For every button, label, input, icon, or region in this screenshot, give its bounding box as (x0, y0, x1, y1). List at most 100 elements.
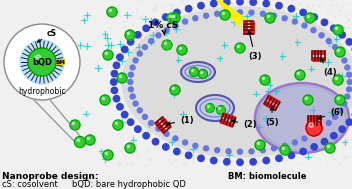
Circle shape (103, 150, 113, 160)
Circle shape (260, 75, 270, 85)
Circle shape (276, 155, 282, 162)
Circle shape (306, 120, 322, 136)
Circle shape (128, 72, 133, 77)
Circle shape (127, 145, 130, 147)
Circle shape (199, 70, 207, 78)
Circle shape (300, 148, 306, 155)
Circle shape (338, 51, 343, 56)
Circle shape (135, 32, 141, 38)
Circle shape (172, 87, 175, 90)
Circle shape (311, 144, 318, 150)
Text: bQD: bQD (32, 57, 52, 67)
Circle shape (305, 13, 315, 23)
Circle shape (28, 48, 56, 76)
Circle shape (347, 87, 352, 92)
Circle shape (164, 42, 166, 44)
Ellipse shape (196, 95, 234, 121)
Circle shape (115, 122, 118, 125)
Circle shape (255, 140, 265, 150)
Circle shape (263, 157, 269, 164)
Circle shape (300, 9, 306, 16)
Circle shape (198, 2, 204, 9)
Circle shape (163, 144, 169, 150)
Circle shape (335, 95, 345, 105)
Circle shape (280, 145, 290, 155)
Circle shape (105, 52, 107, 54)
Circle shape (311, 28, 316, 33)
Text: cS: cS (37, 29, 57, 42)
Circle shape (226, 10, 231, 15)
Circle shape (198, 155, 204, 162)
Circle shape (308, 122, 314, 128)
Circle shape (206, 104, 214, 112)
Circle shape (326, 39, 331, 43)
Circle shape (337, 49, 339, 51)
Circle shape (167, 13, 177, 23)
Circle shape (250, 159, 256, 165)
Circle shape (111, 70, 118, 77)
Circle shape (302, 136, 307, 141)
Circle shape (249, 149, 254, 154)
Circle shape (173, 23, 178, 28)
Circle shape (282, 143, 287, 148)
Circle shape (321, 19, 328, 26)
Circle shape (143, 25, 149, 32)
Circle shape (109, 9, 112, 12)
Circle shape (135, 126, 141, 132)
Circle shape (173, 136, 178, 141)
FancyBboxPatch shape (57, 60, 64, 64)
Circle shape (276, 2, 282, 9)
Circle shape (143, 114, 147, 119)
Text: BM: biomolecule: BM: biomolecule (228, 172, 307, 181)
Circle shape (311, 14, 318, 20)
Text: (2): (2) (232, 120, 257, 129)
Ellipse shape (181, 62, 215, 82)
Circle shape (288, 5, 295, 12)
Circle shape (183, 140, 188, 145)
Circle shape (335, 47, 345, 57)
Circle shape (271, 146, 276, 151)
Circle shape (105, 152, 107, 154)
Circle shape (263, 0, 269, 7)
Circle shape (125, 30, 135, 40)
Circle shape (143, 132, 149, 139)
Circle shape (127, 119, 134, 125)
Circle shape (325, 143, 335, 153)
Circle shape (262, 77, 264, 80)
Circle shape (121, 112, 128, 118)
Circle shape (337, 97, 339, 99)
Circle shape (193, 16, 198, 21)
Circle shape (174, 9, 180, 16)
Circle shape (127, 32, 130, 35)
Circle shape (342, 101, 347, 106)
Circle shape (333, 114, 338, 119)
Circle shape (237, 45, 239, 47)
Circle shape (346, 39, 352, 45)
Circle shape (85, 135, 95, 145)
Circle shape (164, 131, 169, 136)
Circle shape (210, 157, 217, 164)
Text: BM: BM (56, 60, 65, 64)
Circle shape (319, 126, 324, 131)
Circle shape (121, 46, 128, 53)
Circle shape (222, 12, 225, 15)
Circle shape (203, 146, 209, 151)
Circle shape (113, 62, 120, 69)
Circle shape (107, 7, 117, 17)
Circle shape (224, 159, 230, 165)
Text: (3): (3) (248, 31, 262, 61)
Circle shape (130, 65, 135, 70)
Circle shape (331, 25, 337, 32)
Circle shape (72, 122, 75, 125)
Circle shape (152, 138, 159, 145)
Circle shape (210, 0, 217, 7)
Circle shape (238, 10, 243, 15)
Circle shape (319, 33, 324, 38)
Ellipse shape (122, 7, 352, 157)
Text: bQD: bare hydrophobic QD: bQD: bare hydrophobic QD (72, 180, 186, 189)
Circle shape (220, 10, 230, 20)
Circle shape (216, 105, 226, 115)
Circle shape (215, 11, 220, 16)
Circle shape (170, 85, 180, 95)
Circle shape (215, 148, 220, 153)
